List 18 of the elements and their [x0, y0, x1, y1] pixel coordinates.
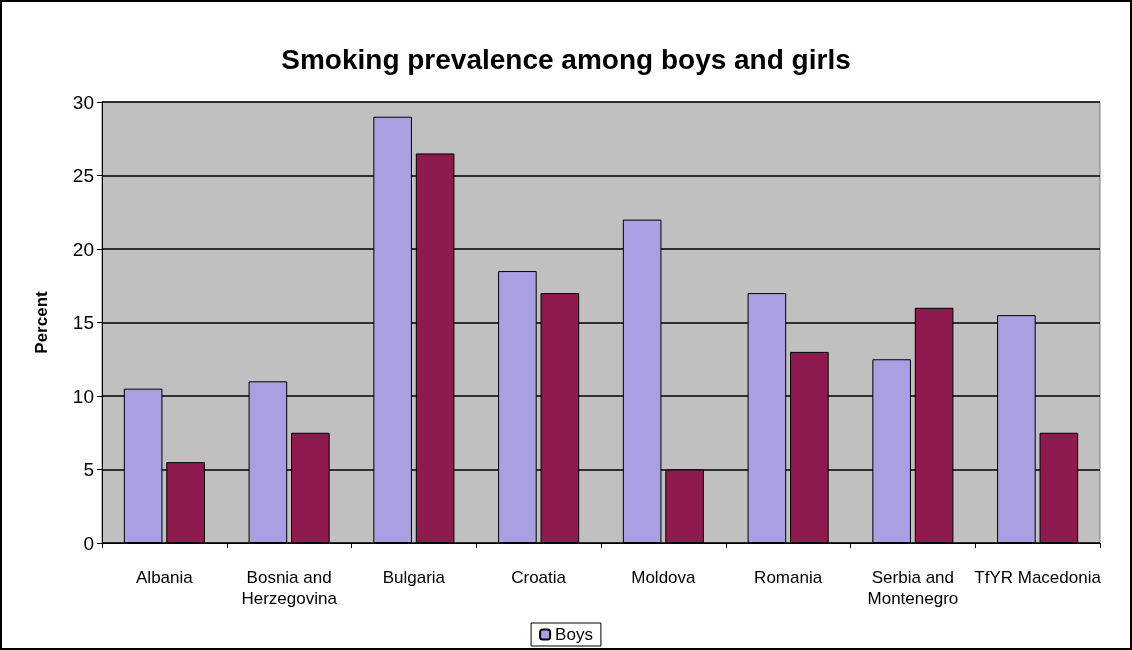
- legend-label: Boys: [555, 625, 593, 644]
- y-axis-title: Percent: [32, 290, 51, 354]
- y-tick-label: 25: [72, 165, 94, 186]
- x-tick-label: Serbia and Montenegro: [867, 568, 959, 608]
- y-tick-label: 5: [83, 459, 94, 480]
- x-tick-label: Moldova: [631, 568, 697, 587]
- y-tick-label: 0: [83, 532, 94, 554]
- chart-title: Smoking prevalence among boys and girls: [281, 43, 851, 75]
- y-tick-label: 15: [72, 312, 94, 333]
- y-tick-label: 30: [72, 91, 94, 113]
- x-tick-label: Croatia: [511, 568, 567, 587]
- y-tick-label: 10: [72, 385, 94, 407]
- x-tick-label: Bosnia and Herzegovina: [241, 568, 338, 608]
- y-tick-label: 20: [72, 238, 94, 260]
- x-tick-label: Albania: [136, 568, 194, 587]
- x-tick-label: TfYR Macedonia: [974, 568, 1102, 587]
- x-tick-label: Romania: [754, 568, 823, 587]
- x-tick-label: Bulgaria: [382, 568, 446, 587]
